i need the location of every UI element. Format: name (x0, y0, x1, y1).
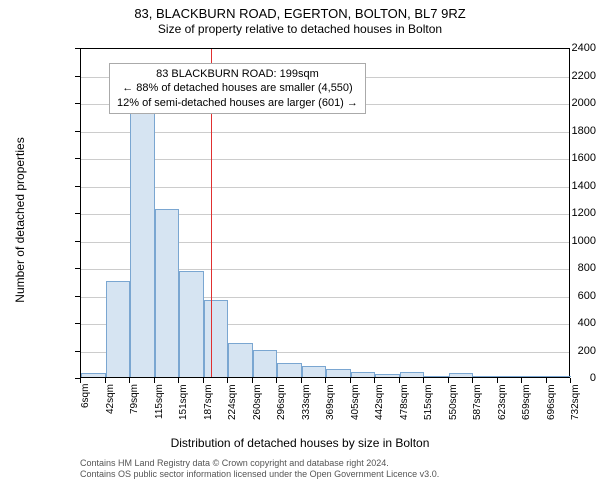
ytick-mark (75, 48, 80, 49)
histogram-bar (277, 363, 302, 377)
histogram-bar (155, 209, 180, 377)
histogram-bar (253, 350, 278, 377)
title-line-2: Size of property relative to detached ho… (0, 22, 600, 37)
annotation-line: 83 BLACKBURN ROAD: 199sqm (117, 67, 358, 81)
histogram-bar (351, 372, 376, 378)
x-axis-title: Distribution of detached houses by size … (0, 436, 600, 450)
footer-line-1: Contains HM Land Registry data © Crown c… (80, 458, 439, 469)
xtick-label: 732sqm (570, 384, 581, 420)
histogram-bar (228, 343, 253, 377)
xtick-label: 623sqm (497, 384, 508, 420)
ytick-mark (75, 158, 80, 159)
xtick-label: 224sqm (227, 384, 238, 420)
ytick-mark (75, 323, 80, 324)
ytick-mark (75, 351, 80, 352)
histogram-bar (81, 373, 106, 377)
footer-attribution: Contains HM Land Registry data © Crown c… (80, 458, 439, 481)
xtick-label: 369sqm (325, 384, 336, 420)
xtick-label: 515sqm (423, 384, 434, 420)
histogram-bar (106, 281, 131, 377)
ytick-label: 600 (522, 290, 596, 302)
ytick-label: 1600 (522, 152, 596, 164)
ytick-label: 2400 (522, 42, 596, 54)
xtick-label: 115sqm (154, 384, 165, 419)
xtick-label: 260sqm (252, 384, 263, 420)
footer-line-2: Contains OS public sector information li… (80, 469, 439, 480)
ytick-mark (75, 186, 80, 187)
ytick-label: 200 (522, 345, 596, 357)
xtick-label: 151sqm (178, 384, 189, 420)
xtick-label: 296sqm (276, 384, 287, 420)
ytick-mark (75, 131, 80, 132)
xtick-label: 187sqm (203, 384, 214, 420)
xtick-label: 442sqm (374, 384, 385, 420)
ytick-mark (75, 103, 80, 104)
xtick-label: 587sqm (472, 384, 483, 420)
annotation-box: 83 BLACKBURN ROAD: 199sqm← 88% of detach… (109, 63, 366, 114)
xtick-label: 42sqm (105, 384, 116, 414)
ytick-mark (75, 268, 80, 269)
xtick-label: 478sqm (399, 384, 410, 420)
histogram-bar (326, 369, 351, 377)
title-line-1: 83, BLACKBURN ROAD, EGERTON, BOLTON, BL7… (0, 6, 600, 22)
histogram-bar (498, 376, 523, 377)
ytick-mark (75, 76, 80, 77)
ytick-label: 2000 (522, 97, 596, 109)
ytick-label: 800 (522, 262, 596, 274)
histogram-bar (179, 271, 204, 377)
xtick-label: 6sqm (80, 384, 91, 408)
ytick-label: 1000 (522, 235, 596, 247)
histogram-bar (473, 376, 498, 377)
ytick-label: 2200 (522, 70, 596, 82)
ytick-mark (75, 296, 80, 297)
ytick-label: 1200 (522, 207, 596, 219)
annotation-line: 12% of semi-detached houses are larger (… (117, 96, 358, 110)
plot-area: 83 BLACKBURN ROAD: 199sqm← 88% of detach… (80, 48, 570, 378)
xtick-label: 550sqm (448, 384, 459, 420)
ytick-label: 1400 (522, 180, 596, 192)
chart-title: 83, BLACKBURN ROAD, EGERTON, BOLTON, BL7… (0, 0, 600, 37)
xtick-label: 659sqm (521, 384, 532, 420)
xtick-label: 405sqm (350, 384, 361, 420)
xtick-label: 79sqm (129, 384, 140, 414)
ytick-mark (75, 213, 80, 214)
ytick-label: 1800 (522, 125, 596, 137)
histogram-bar (204, 300, 229, 377)
y-axis-title: Number of detached properties (13, 120, 27, 320)
ytick-mark (75, 241, 80, 242)
histogram-bar (302, 366, 327, 377)
ytick-label: 0 (522, 372, 596, 384)
histogram-bar (449, 373, 474, 377)
annotation-line: ← 88% of detached houses are smaller (4,… (117, 81, 358, 95)
histogram-bar (130, 112, 155, 377)
xtick-label: 333sqm (301, 384, 312, 420)
histogram-bar (424, 376, 449, 377)
histogram-bar (400, 372, 425, 377)
xtick-label: 696sqm (546, 384, 557, 420)
histogram-bar (375, 374, 400, 377)
ytick-label: 400 (522, 317, 596, 329)
